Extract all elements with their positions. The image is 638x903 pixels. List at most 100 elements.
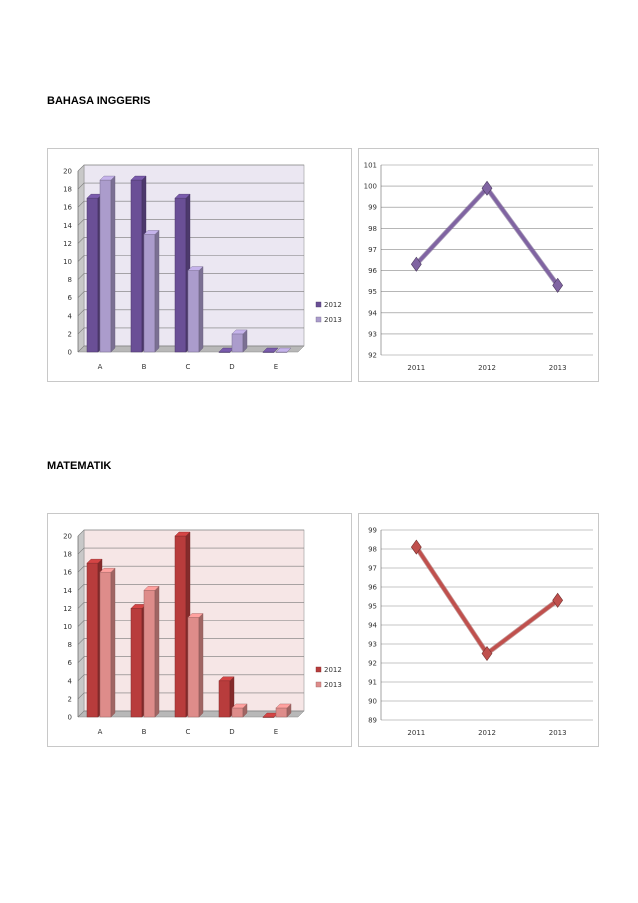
gridline xyxy=(77,327,304,335)
x-tick-label: 2011 xyxy=(407,729,425,737)
y-tick-label: 97 xyxy=(368,246,377,254)
y-tick-label: 90 xyxy=(368,698,377,706)
gridline xyxy=(77,620,304,627)
legend-label: 2013 xyxy=(324,316,342,324)
x-tick-label: 2013 xyxy=(549,729,567,737)
data-point-marker xyxy=(410,256,422,272)
y-tick-label: 95 xyxy=(368,288,377,296)
y-tick-label: 96 xyxy=(368,267,377,275)
y-tick-label: 93 xyxy=(368,330,377,338)
legend-swatch xyxy=(315,316,322,323)
bar xyxy=(231,329,248,353)
x-tick-label: C xyxy=(186,363,191,371)
gridline xyxy=(77,291,304,298)
y-tick-label: 12 xyxy=(63,240,72,248)
y-tick-label: 16 xyxy=(63,204,72,212)
y-tick-label: 6 xyxy=(68,294,73,302)
x-tick-label: D xyxy=(229,363,234,371)
y-tick-label: 96 xyxy=(368,584,377,592)
bar xyxy=(187,612,204,718)
y-tick-label: 8 xyxy=(68,276,72,284)
x-tick-label: 2012 xyxy=(478,729,496,737)
gridline xyxy=(77,200,304,208)
y-tick-label: 10 xyxy=(63,258,72,266)
bahasa-inggeris-trend-line-chart: 92 93 94 95 96 97 98 99 100 101 2011 2012 2013 xyxy=(358,148,599,382)
bar xyxy=(231,703,248,718)
bar xyxy=(99,567,116,718)
y-tick-label: 4 xyxy=(68,312,73,320)
x-tick-label: A xyxy=(98,363,103,371)
gridline xyxy=(77,565,304,573)
matematik-trend-line-chart: 89 90 91 92 93 94 95 96 97 98 99 2011 2012 2013 xyxy=(358,513,599,747)
x-tick-label: D xyxy=(229,728,234,736)
y-tick-label: 100 xyxy=(364,183,377,191)
y-tick-label: 92 xyxy=(368,352,377,360)
x-tick-label: C xyxy=(186,728,191,736)
y-tick-label: 2 xyxy=(68,695,72,703)
x-tick-label: B xyxy=(142,728,147,736)
legend-swatch xyxy=(315,666,322,673)
data-point-marker xyxy=(481,180,493,196)
y-tick-label: 93 xyxy=(368,641,377,649)
legend-swatch xyxy=(315,301,322,308)
bar xyxy=(143,229,160,353)
y-tick-label: 92 xyxy=(368,660,377,668)
x-tick-label: 2012 xyxy=(478,364,496,372)
series-line-shadow xyxy=(414,545,560,656)
gridline xyxy=(77,309,304,317)
x-tick-label: 2011 xyxy=(407,364,425,372)
y-tick-label: 4 xyxy=(68,677,73,685)
legend-label: 2012 xyxy=(324,301,342,309)
gridline xyxy=(77,674,304,682)
bar xyxy=(275,347,292,353)
data-point-marker xyxy=(410,539,422,555)
y-tick-label: 91 xyxy=(368,679,377,687)
gridline xyxy=(77,164,304,172)
y-tick-label: 94 xyxy=(368,309,377,317)
y-tick-label: 94 xyxy=(368,622,377,630)
y-tick-label: 2 xyxy=(68,330,72,338)
series-line xyxy=(414,546,559,657)
y-tick-label: 16 xyxy=(63,569,72,577)
gridline xyxy=(77,602,304,609)
y-tick-label: 14 xyxy=(63,587,72,595)
data-point-marker xyxy=(481,645,493,662)
y-tick-label: 97 xyxy=(368,565,377,573)
x-tick-label: E xyxy=(274,363,278,371)
gridline xyxy=(77,656,304,663)
x-tick-label: A xyxy=(98,728,103,736)
gridline xyxy=(77,219,304,226)
y-tick-label: 10 xyxy=(63,623,72,631)
bar xyxy=(218,676,235,718)
legend-swatch xyxy=(315,681,322,688)
gridline xyxy=(77,638,304,645)
bar xyxy=(187,266,204,353)
y-tick-label: 20 xyxy=(63,168,72,176)
y-tick-label: 20 xyxy=(63,533,72,541)
y-tick-label: 0 xyxy=(68,714,72,722)
gridline xyxy=(77,547,304,555)
matematik-grade-bar-chart: 0 2 4 6 8 10 12 14 16 18 20 A B C D E 2012 2013 xyxy=(47,513,352,747)
gridline xyxy=(77,584,304,591)
gridline xyxy=(77,255,304,262)
y-tick-label: 14 xyxy=(63,222,72,230)
gridline xyxy=(77,237,304,244)
legend-label: 2012 xyxy=(324,666,342,674)
bar xyxy=(143,585,160,718)
bar xyxy=(99,175,116,353)
data-point-marker xyxy=(552,592,564,608)
bar xyxy=(262,347,279,353)
y-tick-label: 0 xyxy=(68,349,72,357)
gridline xyxy=(77,273,304,280)
gridline xyxy=(77,529,304,537)
gridline xyxy=(77,182,304,190)
y-tick-label: 18 xyxy=(63,186,72,194)
y-tick-label: 101 xyxy=(364,162,377,170)
y-tick-label: 99 xyxy=(368,527,377,535)
data-point-marker xyxy=(552,277,564,293)
bar xyxy=(275,703,292,718)
x-tick-label: B xyxy=(142,363,147,371)
bahasa-inggeris-grade-bar-chart: 0 2 4 6 8 10 12 14 16 18 20 A B C D E 2012 2013 xyxy=(47,148,352,382)
x-tick-label: 2013 xyxy=(549,364,567,372)
y-tick-label: 18 xyxy=(63,551,72,559)
